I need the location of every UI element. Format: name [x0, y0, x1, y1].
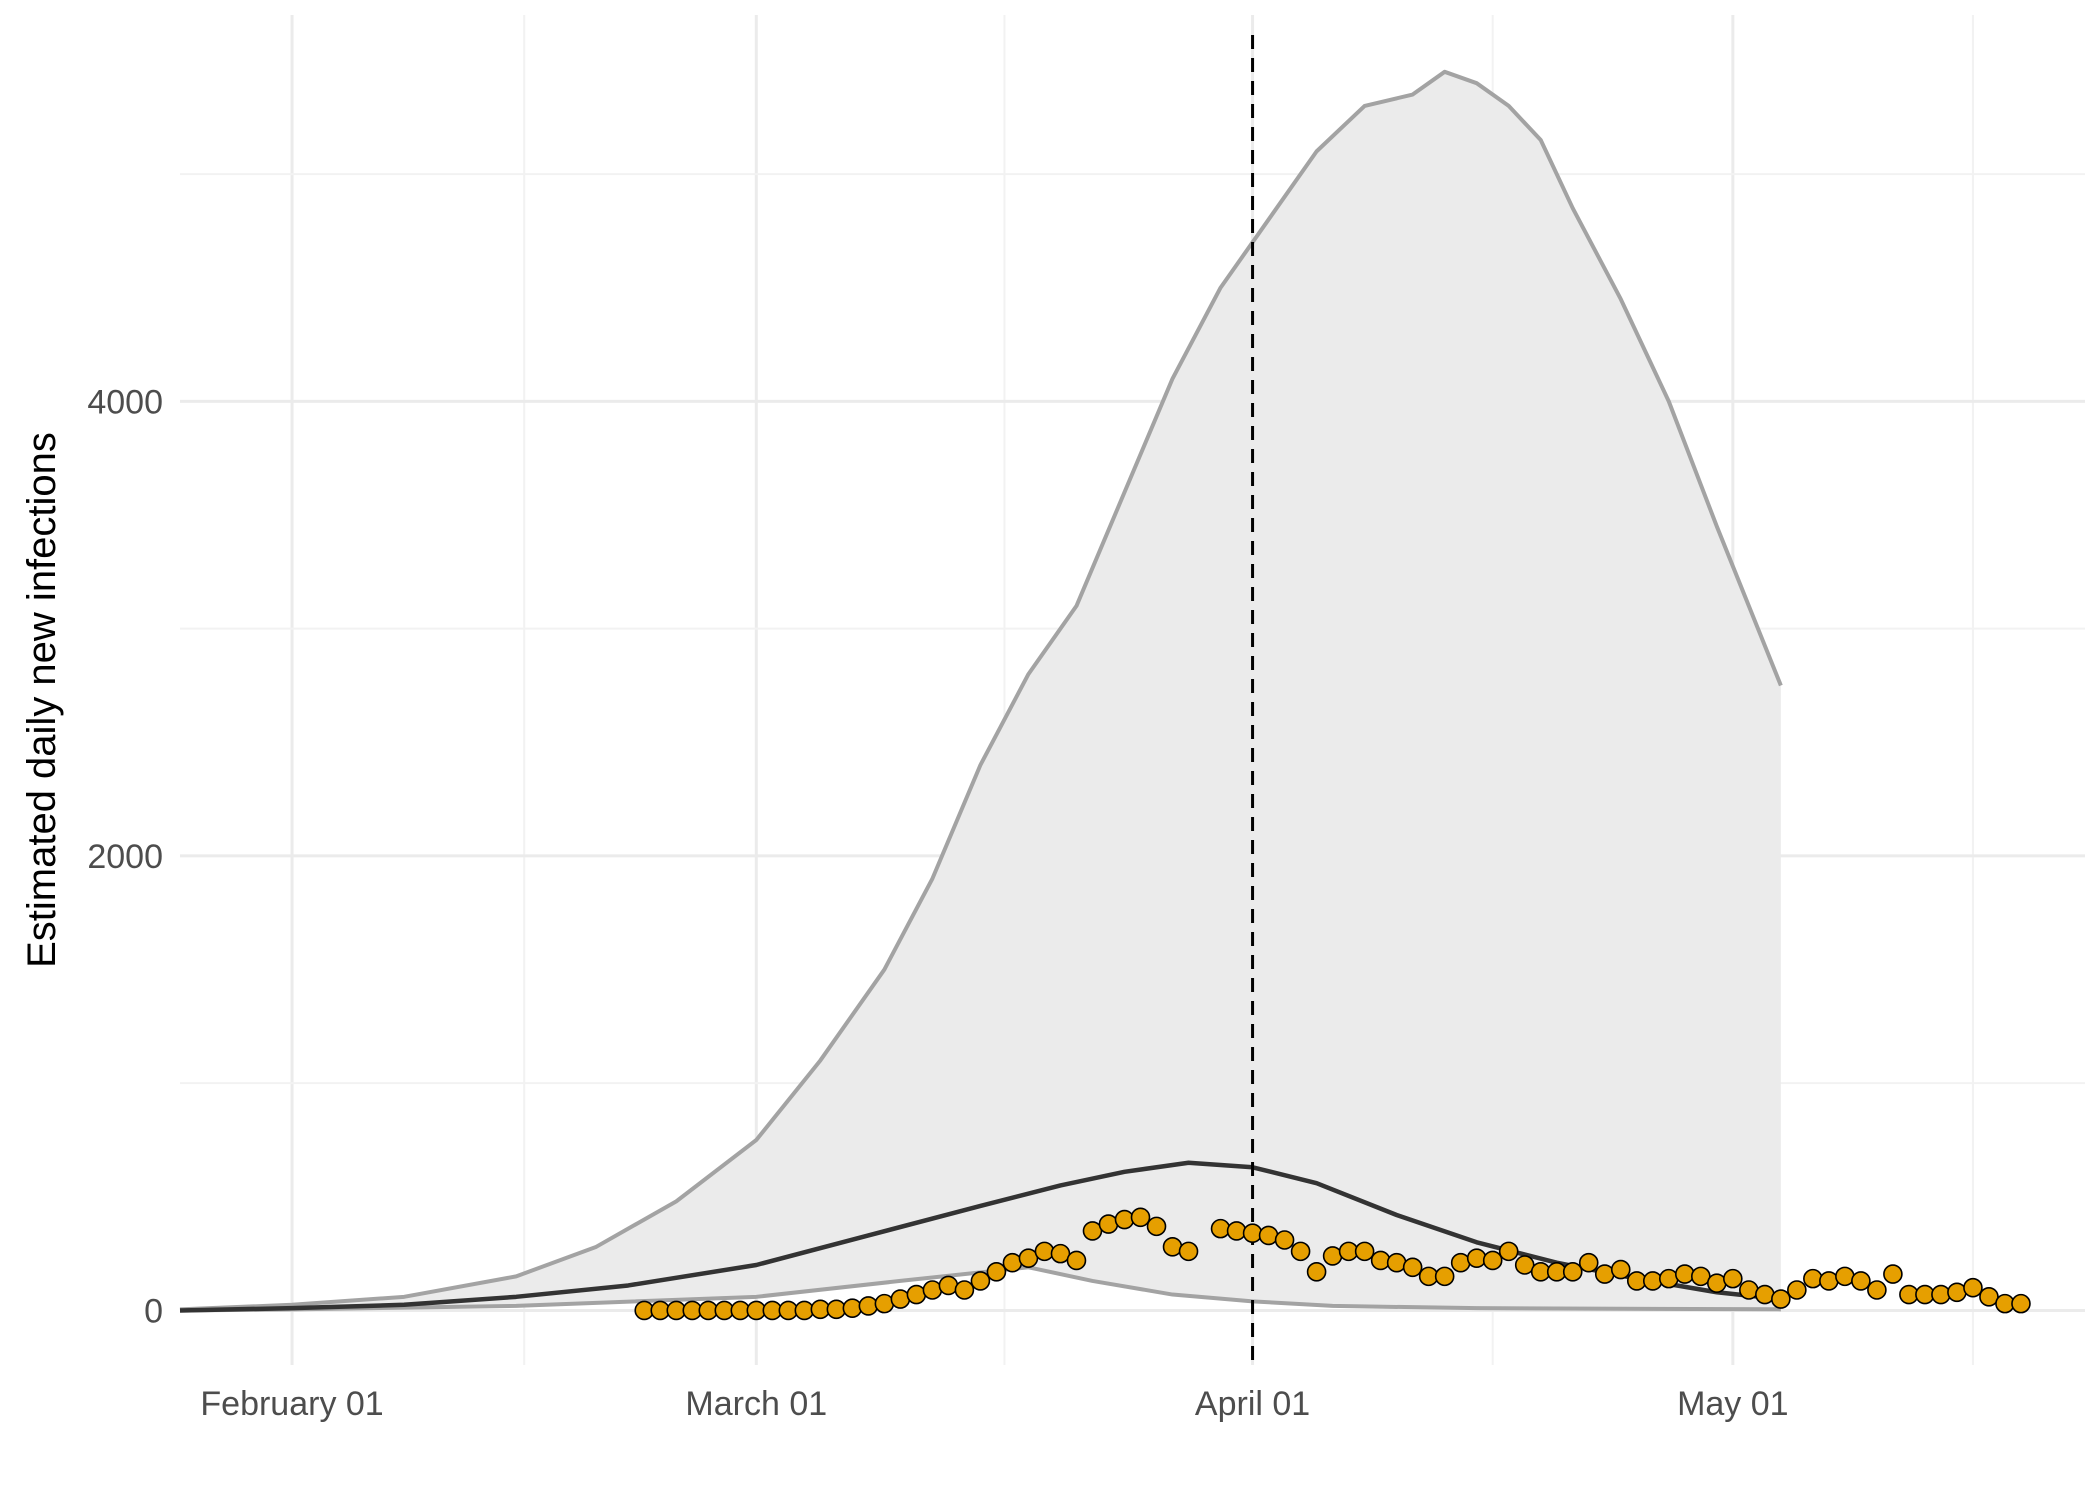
observed-points [634, 1207, 2031, 1321]
data-point [1931, 1284, 1951, 1305]
data-point [922, 1280, 943, 1300]
data-point [1658, 1268, 1679, 1289]
data-point [1002, 1252, 1023, 1273]
data-point [1290, 1241, 1311, 1262]
data-point [1114, 1209, 1135, 1230]
data-point [1146, 1216, 1167, 1237]
data-point [1466, 1248, 1487, 1268]
data-point [1803, 1268, 1823, 1289]
uncertainty-band [179, 69, 1783, 1313]
data-point [842, 1298, 863, 1318]
data-point [1723, 1268, 1743, 1289]
data-point [1354, 1241, 1375, 1262]
data-point [874, 1293, 895, 1314]
data-point [1482, 1250, 1503, 1271]
tick-labels: February 01 March 01 April 01 May 01 0 2000 40… [87, 383, 1788, 1423]
data-point [2011, 1293, 2031, 1314]
data-point [1883, 1264, 1903, 1284]
data-point [1578, 1252, 1599, 1273]
data-point [1322, 1246, 1343, 1266]
data-point [1370, 1250, 1391, 1271]
data-point [1178, 1241, 1199, 1262]
data-point [1771, 1289, 1791, 1309]
data-point [1402, 1257, 1423, 1278]
data-point [906, 1284, 927, 1305]
data-point [1739, 1280, 1759, 1300]
data-point [1851, 1271, 1871, 1291]
data-point [1242, 1223, 1263, 1243]
data-point [1098, 1214, 1119, 1234]
data-point [1450, 1252, 1471, 1273]
data-point [938, 1275, 959, 1296]
data-point [1210, 1218, 1231, 1239]
data-point [1867, 1280, 1887, 1300]
data-point [1258, 1225, 1279, 1246]
data-point [1594, 1264, 1615, 1284]
data-point [1787, 1280, 1807, 1300]
data-point [1066, 1250, 1087, 1271]
data-point [1434, 1266, 1455, 1287]
data-point [1835, 1266, 1855, 1287]
data-point [1610, 1259, 1631, 1280]
data-point [1034, 1241, 1055, 1262]
y-axis-title: Estimated daily new infections [20, 432, 64, 968]
data-point [890, 1289, 911, 1309]
data-point [1819, 1271, 1839, 1291]
data-point [1642, 1271, 1663, 1291]
data-point [1707, 1273, 1727, 1293]
band-lower-line [179, 1265, 1781, 1313]
data-point [1386, 1252, 1407, 1273]
data-point [1130, 1207, 1151, 1228]
x-tick-label: March 01 [685, 1385, 827, 1423]
band-fill [180, 71, 1781, 1311]
y-tick-label: 2000 [87, 838, 163, 876]
y-tick-label: 4000 [87, 383, 163, 421]
data-point [1306, 1262, 1327, 1282]
data-point [1498, 1241, 1519, 1262]
data-point [1274, 1230, 1295, 1250]
data-point [1562, 1262, 1583, 1282]
data-point [986, 1262, 1007, 1282]
data-point [858, 1296, 879, 1316]
data-point [1674, 1264, 1695, 1284]
data-point [1226, 1221, 1247, 1241]
data-point [1963, 1277, 1983, 1298]
data-point [970, 1271, 991, 1291]
band-upper-line [179, 69, 1783, 1312]
x-tick-label: May 01 [1677, 1385, 1789, 1423]
data-point [954, 1280, 975, 1300]
x-tick-label: April 01 [1195, 1385, 1310, 1423]
data-point [1162, 1237, 1183, 1257]
data-point [1755, 1284, 1775, 1305]
y-tick-label: 0 [144, 1292, 163, 1330]
data-point [1947, 1282, 1967, 1303]
x-tick-label: February 01 [200, 1385, 383, 1423]
